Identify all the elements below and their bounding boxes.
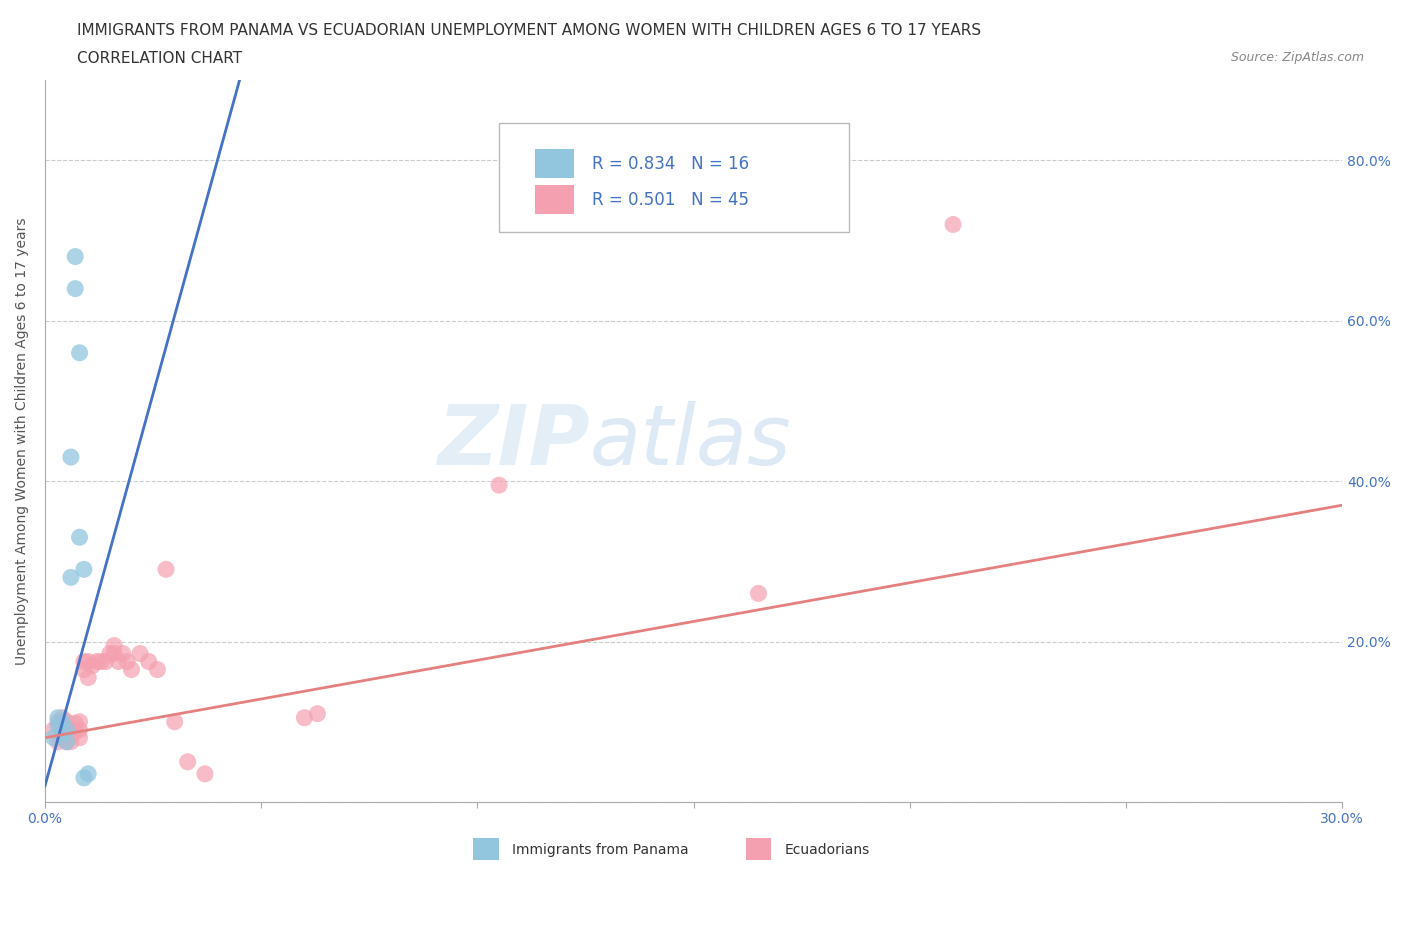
Point: [69, 530, 91, 545]
Point: [51, 723, 73, 737]
Text: ZIP: ZIP: [437, 401, 591, 482]
Point: [86, 654, 108, 669]
Text: atlas: atlas: [591, 401, 792, 482]
Point: [107, 654, 129, 669]
Text: Immigrants from Panama: Immigrants from Panama: [512, 843, 689, 857]
Point: [138, 654, 160, 669]
Text: Ecuadorians: Ecuadorians: [785, 843, 870, 857]
Point: [82, 658, 104, 673]
Point: [55, 735, 77, 750]
Point: [294, 711, 316, 725]
Point: [46, 711, 69, 725]
Point: [46, 735, 69, 750]
Point: [194, 766, 217, 781]
Point: [51, 714, 73, 729]
Point: [103, 646, 125, 661]
Point: [98, 646, 121, 661]
Point: [120, 662, 142, 677]
Point: [90, 654, 112, 669]
Point: [69, 730, 91, 745]
Text: R = 0.501   N = 45: R = 0.501 N = 45: [592, 191, 749, 209]
Point: [42, 723, 65, 737]
Point: [65, 281, 87, 296]
Point: [65, 724, 87, 738]
Point: [488, 478, 510, 493]
Point: [111, 646, 134, 661]
Point: [59, 570, 82, 585]
Point: [73, 562, 96, 577]
Point: [69, 345, 91, 360]
Point: [94, 654, 117, 669]
Point: [69, 723, 91, 737]
Point: [65, 249, 87, 264]
Point: [307, 706, 329, 721]
Point: [55, 730, 77, 745]
Bar: [536, 185, 574, 214]
Point: [163, 714, 186, 729]
Point: [115, 654, 138, 669]
Point: [69, 714, 91, 729]
Point: [747, 586, 769, 601]
Bar: [745, 838, 772, 859]
Point: [73, 770, 96, 785]
Point: [59, 735, 82, 750]
Point: [51, 730, 73, 745]
Bar: [536, 150, 574, 179]
Point: [55, 723, 77, 737]
Point: [176, 754, 198, 769]
Point: [77, 654, 100, 669]
Point: [146, 662, 169, 677]
Point: [46, 714, 69, 729]
Point: [55, 735, 77, 750]
Point: [65, 716, 87, 731]
Point: [103, 638, 125, 653]
Bar: [472, 838, 499, 859]
Point: [129, 646, 152, 661]
Point: [155, 562, 177, 577]
Point: [51, 726, 73, 741]
Text: CORRELATION CHART: CORRELATION CHART: [77, 51, 242, 66]
Point: [77, 766, 100, 781]
FancyBboxPatch shape: [499, 124, 849, 232]
Point: [77, 671, 100, 685]
Point: [55, 714, 77, 729]
Text: Source: ZipAtlas.com: Source: ZipAtlas.com: [1230, 51, 1364, 64]
Text: IMMIGRANTS FROM PANAMA VS ECUADORIAN UNEMPLOYMENT AMONG WOMEN WITH CHILDREN AGES: IMMIGRANTS FROM PANAMA VS ECUADORIAN UNE…: [77, 23, 981, 38]
Point: [59, 721, 82, 736]
Point: [59, 449, 82, 464]
Point: [942, 217, 965, 232]
Point: [73, 662, 96, 677]
Y-axis label: Unemployment Among Women with Children Ages 6 to 17 years: Unemployment Among Women with Children A…: [15, 218, 30, 665]
Point: [55, 723, 77, 737]
Point: [42, 730, 65, 745]
Text: R = 0.834   N = 16: R = 0.834 N = 16: [592, 154, 749, 173]
Point: [73, 654, 96, 669]
Point: [46, 718, 69, 733]
Point: [59, 729, 82, 744]
Point: [51, 711, 73, 725]
